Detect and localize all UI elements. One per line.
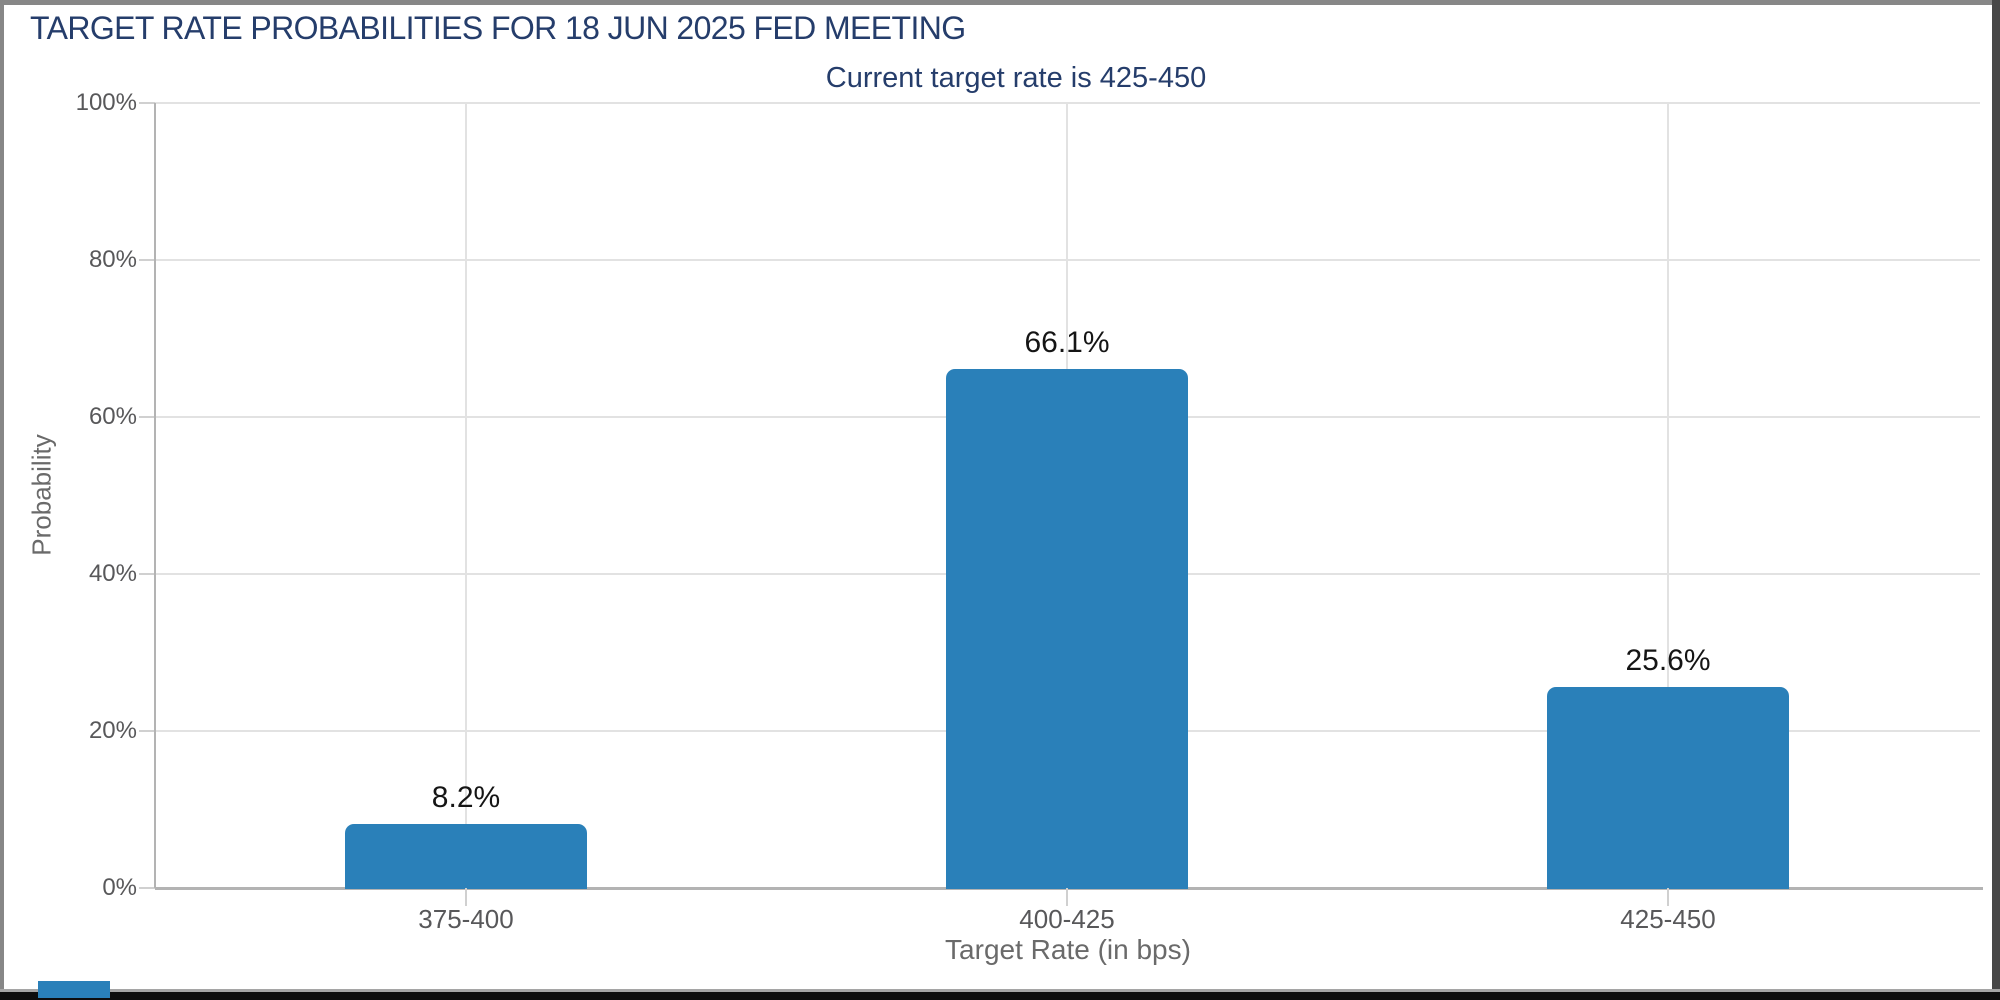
window-border-top — [0, 0, 2000, 5]
x-tick-375-400 — [465, 888, 467, 906]
window-border-bottom — [0, 992, 2000, 1000]
x-tick-425-450 — [1667, 888, 1669, 906]
x-tick-400-425 — [1066, 888, 1068, 906]
y-tick-100pct — [139, 102, 155, 104]
bar-425-450[interactable] — [1547, 687, 1789, 889]
chart-title: TARGET RATE PROBABILITIES FOR 18 JUN 202… — [30, 10, 966, 46]
y-tick-label-100pct: 100% — [75, 89, 137, 116]
x-tick-label-400-425: 400-425 — [1019, 904, 1115, 934]
y-tick-60pct — [139, 416, 155, 418]
x-tick-label-375-400: 375-400 — [418, 904, 514, 934]
bar-value-label-425-450: 25.6% — [1625, 644, 1711, 678]
x-tick-label-425-450: 425-450 — [1620, 904, 1716, 934]
window-border-left — [0, 0, 4, 1000]
bar-value-label-400-425: 66.1% — [1024, 326, 1110, 360]
y-tick-20pct — [139, 730, 155, 732]
y-axis-line — [154, 103, 156, 888]
gridline-v-425-450 — [1667, 103, 1669, 888]
y-tick-40pct — [139, 573, 155, 575]
y-tick-label-0pct: 0% — [102, 874, 137, 901]
y-tick-80pct — [139, 259, 155, 261]
chart-subtitle: Current target rate is 425-450 — [825, 62, 1207, 94]
bottom-scrollbar-thumb[interactable] — [38, 981, 110, 998]
gridline-v-375-400 — [465, 103, 467, 888]
y-tick-label-80pct: 80% — [88, 246, 137, 273]
bar-375-400[interactable] — [345, 823, 587, 889]
x-axis-title: Target Rate (in bps) — [945, 934, 1191, 965]
y-axis-title: Probability — [26, 434, 57, 556]
bar-400-425[interactable] — [946, 369, 1188, 889]
window-border-right — [1992, 0, 2000, 1000]
y-tick-label-60pct: 60% — [88, 403, 137, 430]
window-border-bottom-hairline — [0, 989, 2000, 992]
bar-value-label-375-400: 8.2% — [431, 780, 501, 814]
y-tick-label-40pct: 40% — [88, 560, 137, 587]
y-tick-label-20pct: 20% — [88, 717, 137, 744]
y-tick-0pct — [139, 887, 155, 889]
